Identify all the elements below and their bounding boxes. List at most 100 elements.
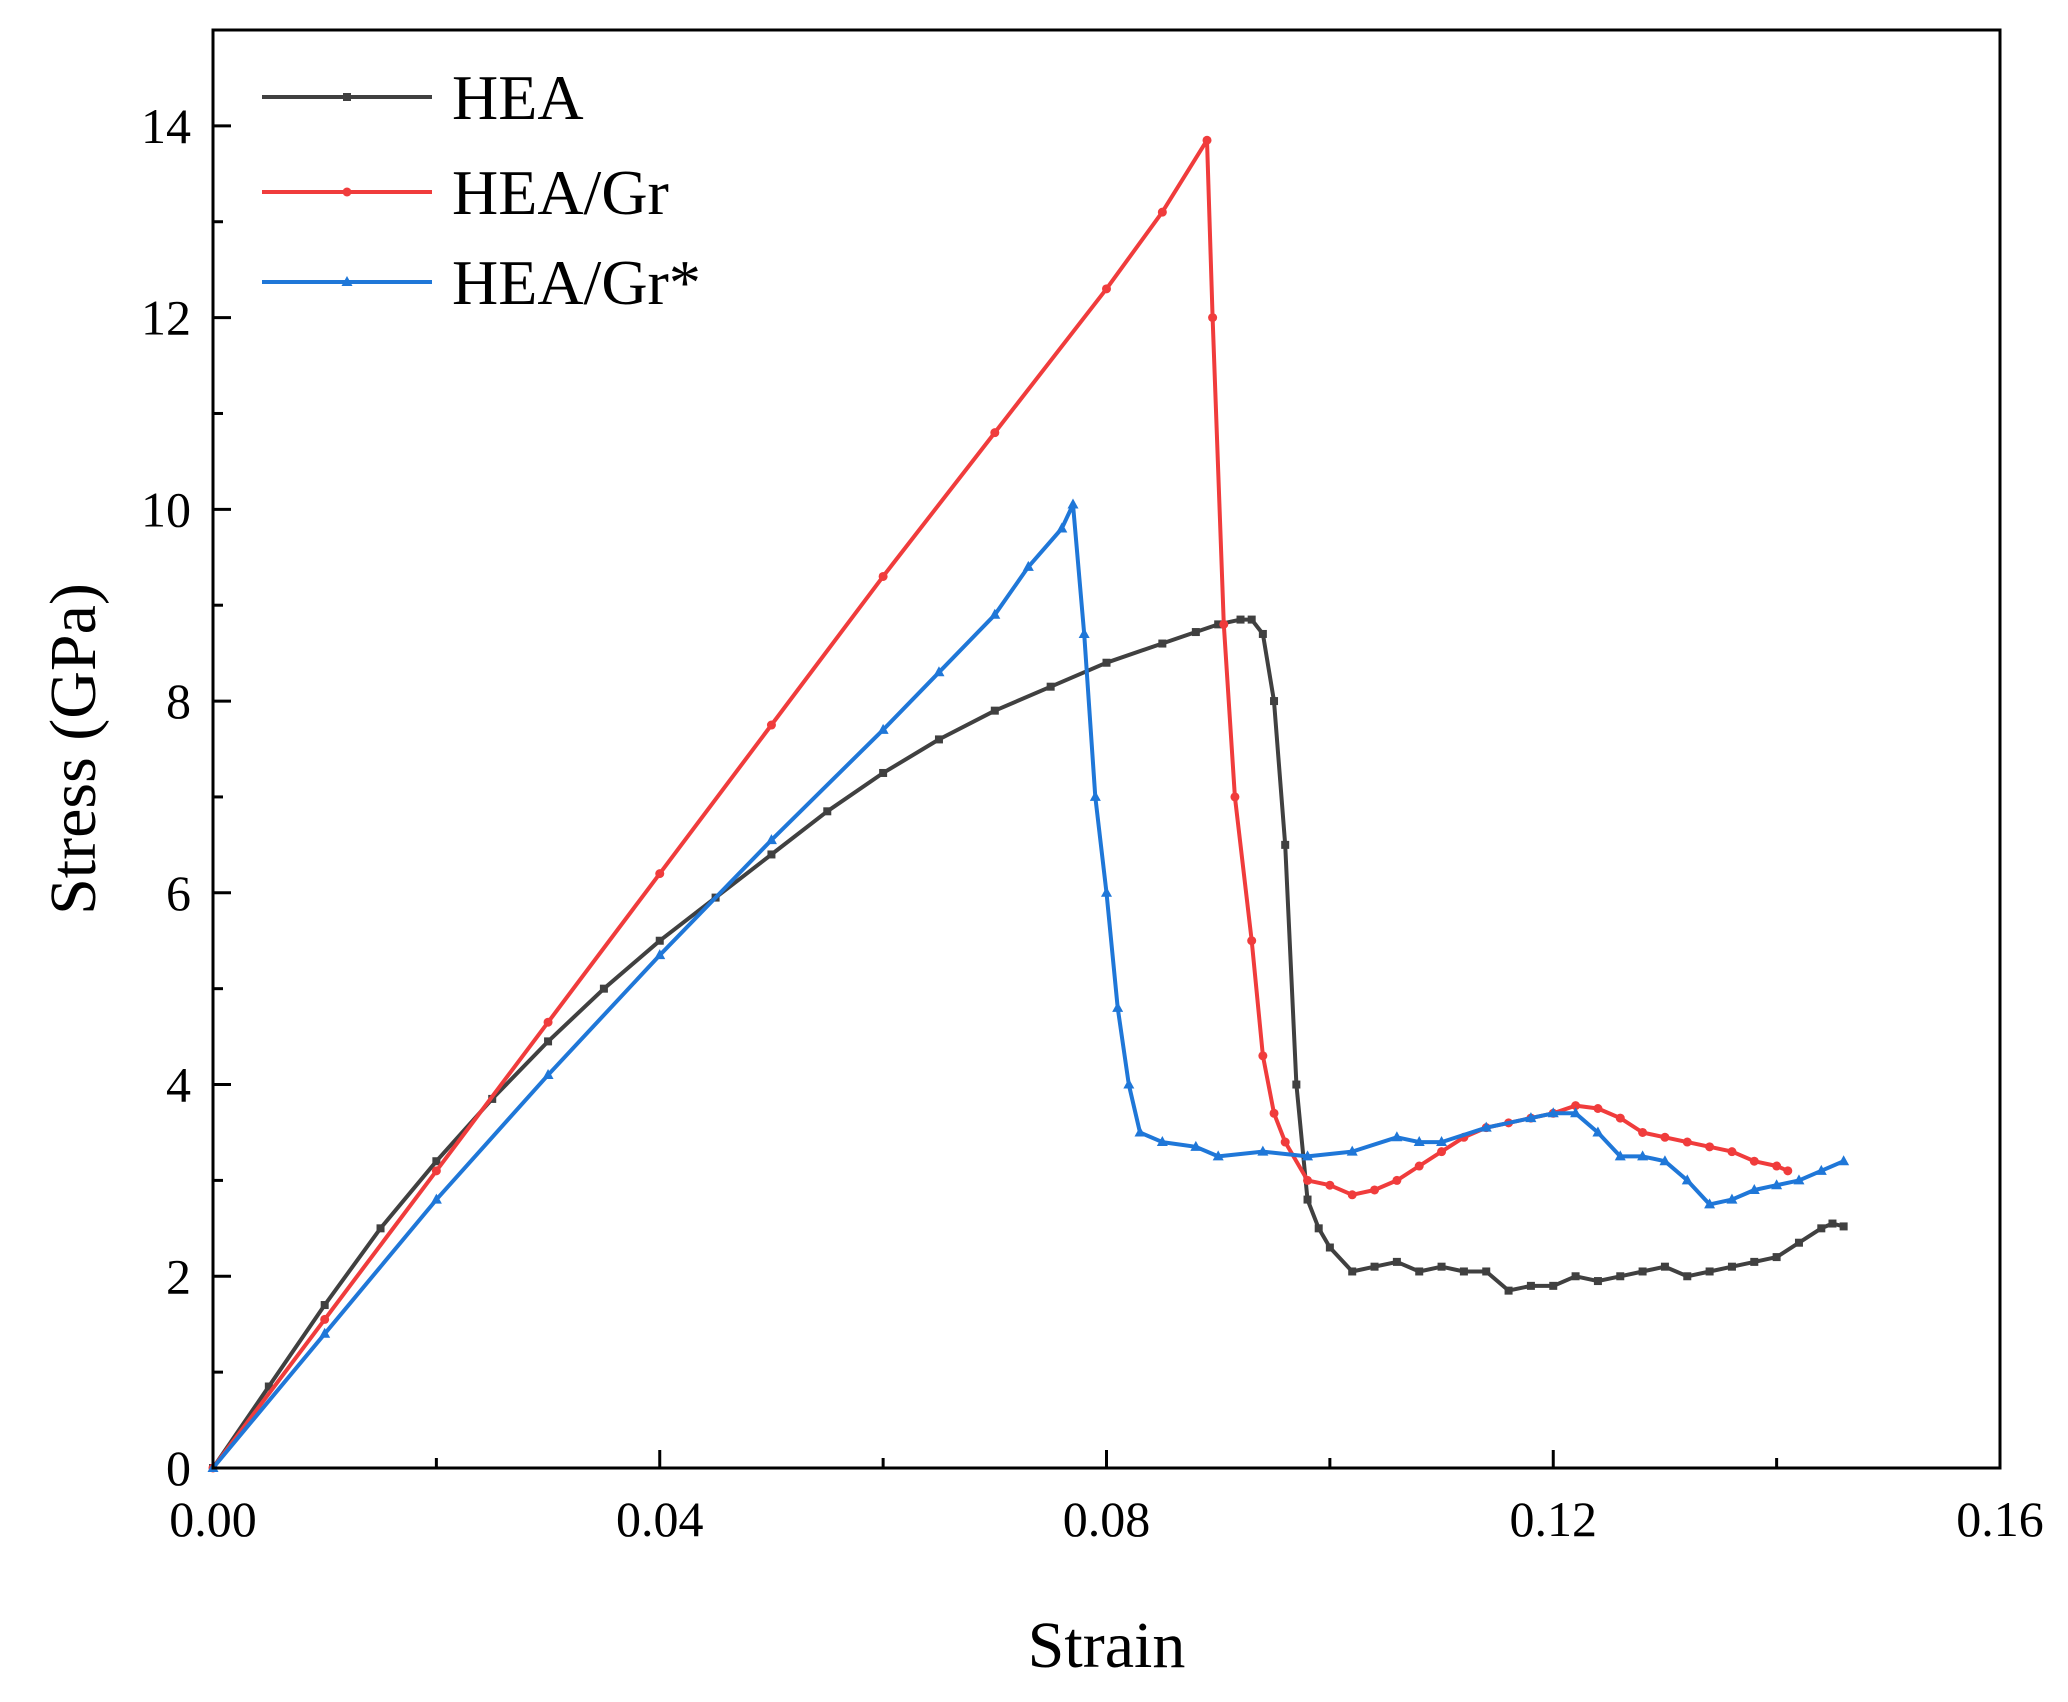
series-0-point xyxy=(1214,620,1223,629)
series-1-point xyxy=(1370,1185,1380,1195)
legend-swatch-marker xyxy=(341,276,353,286)
series-1-point xyxy=(1303,1175,1313,1185)
series-1-point xyxy=(1638,1127,1648,1137)
series-1-point xyxy=(1727,1147,1737,1157)
series-1-point xyxy=(543,1017,553,1027)
series-0-point xyxy=(1750,1257,1759,1266)
series-2-line xyxy=(211,502,1846,1470)
series-0-point xyxy=(1102,658,1111,667)
series-1-point xyxy=(1772,1161,1782,1171)
series-1-point xyxy=(1202,135,1212,145)
series-1-point xyxy=(1102,284,1111,294)
series-0-point xyxy=(1571,1272,1580,1281)
y-tick-label: 2 xyxy=(166,1248,191,1304)
series-2-point xyxy=(933,666,945,677)
series-0-point xyxy=(655,936,664,945)
series-0-point xyxy=(1683,1272,1692,1281)
series-0-point xyxy=(432,1157,441,1166)
series-2-point xyxy=(1771,1179,1783,1190)
series-2-point xyxy=(1748,1183,1760,1194)
legend-swatch-marker xyxy=(342,187,352,197)
series-1-point xyxy=(1682,1137,1692,1147)
series-2-point xyxy=(1101,886,1112,897)
series-2-point xyxy=(1436,1136,1448,1147)
series-2-point xyxy=(1156,1136,1168,1147)
series-0-point xyxy=(767,850,776,859)
series-0-point xyxy=(1593,1277,1602,1286)
series-0-point xyxy=(1482,1267,1491,1276)
legend-label: HEA/Gr xyxy=(452,157,669,228)
series-2-point xyxy=(1212,1150,1224,1161)
series-1-point xyxy=(1783,1166,1793,1176)
series-2-point xyxy=(1413,1136,1425,1147)
series-0-point xyxy=(1504,1286,1513,1295)
y-tick-label: 6 xyxy=(166,865,191,921)
series-0-point xyxy=(990,706,999,715)
series-2-point xyxy=(1302,1150,1314,1161)
series-2-point xyxy=(1056,522,1068,533)
series-2-point xyxy=(1704,1198,1716,1209)
series-2-point xyxy=(1637,1150,1649,1161)
series-2-point xyxy=(877,723,889,734)
series-0-point xyxy=(1660,1262,1669,1271)
series-2-point xyxy=(1022,560,1034,571)
series-1-point xyxy=(655,869,665,879)
series-2-point xyxy=(319,1327,331,1338)
y-tick-label: 4 xyxy=(166,1057,191,1113)
series-2-point xyxy=(1391,1131,1403,1142)
series-0-point xyxy=(264,1382,273,1391)
series-1-point xyxy=(1325,1180,1335,1190)
series-0-point xyxy=(1281,840,1290,849)
series-0-point xyxy=(1392,1257,1401,1266)
series-0-point xyxy=(1437,1262,1446,1271)
series-0-point xyxy=(1258,629,1267,638)
series-2-point xyxy=(1614,1150,1626,1161)
legend-item-2: HEA/Gr* xyxy=(262,247,701,318)
series-1-point xyxy=(1230,792,1240,802)
series-0-point xyxy=(879,768,888,777)
series-2-point xyxy=(1089,790,1101,801)
series-0-point xyxy=(1817,1224,1826,1233)
series-2-point xyxy=(1681,1174,1693,1185)
legend: HEA HEA/Gr HEA/Gr* xyxy=(262,62,701,318)
series-2-point xyxy=(989,608,1001,619)
plot-frame xyxy=(211,28,2002,1470)
legend-label: HEA xyxy=(452,62,584,133)
series-0-point xyxy=(1705,1267,1714,1276)
series-0-point xyxy=(1549,1281,1558,1290)
series-2-point xyxy=(654,949,666,960)
series-2-point xyxy=(1815,1164,1827,1175)
series-0-point xyxy=(823,807,832,816)
series-1-point xyxy=(1347,1190,1357,1200)
y-tick-label: 12 xyxy=(141,290,191,346)
series-2-point xyxy=(1659,1155,1671,1166)
series-0-point xyxy=(376,1224,385,1233)
series-0-point xyxy=(1191,628,1200,637)
series-1-point xyxy=(1280,1137,1290,1147)
series-1-point xyxy=(1749,1156,1759,1166)
series-1-point xyxy=(1615,1113,1625,1123)
y-axis-title: Stress (GPa) xyxy=(37,583,110,915)
series-1-point xyxy=(320,1314,330,1324)
series-1-point xyxy=(1660,1132,1670,1142)
x-tick-label: 0.08 xyxy=(1063,1491,1151,1547)
legend-label: HEA/Gr* xyxy=(452,247,701,318)
x-tick-label: 0.04 xyxy=(616,1491,704,1547)
x-axis-title: Strain xyxy=(1028,1609,1186,1682)
series-2-point xyxy=(1134,1126,1146,1137)
series-0-point xyxy=(1526,1281,1535,1290)
series-1-point xyxy=(1258,1051,1268,1061)
y-tick-label: 10 xyxy=(141,481,191,537)
y-tick-label: 0 xyxy=(166,1440,191,1496)
series-0-point xyxy=(599,984,608,993)
series-layer xyxy=(207,135,1850,1473)
series-2-point xyxy=(430,1193,442,1204)
series-1-point xyxy=(431,1166,441,1176)
series-2-point xyxy=(1480,1121,1492,1132)
series-2-point xyxy=(1346,1145,1358,1156)
series-0-point xyxy=(1314,1224,1323,1233)
series-0-point xyxy=(1638,1267,1647,1276)
series-0-point xyxy=(1292,1080,1301,1089)
series-0-point xyxy=(1415,1267,1424,1276)
series-0-point xyxy=(1348,1267,1357,1276)
